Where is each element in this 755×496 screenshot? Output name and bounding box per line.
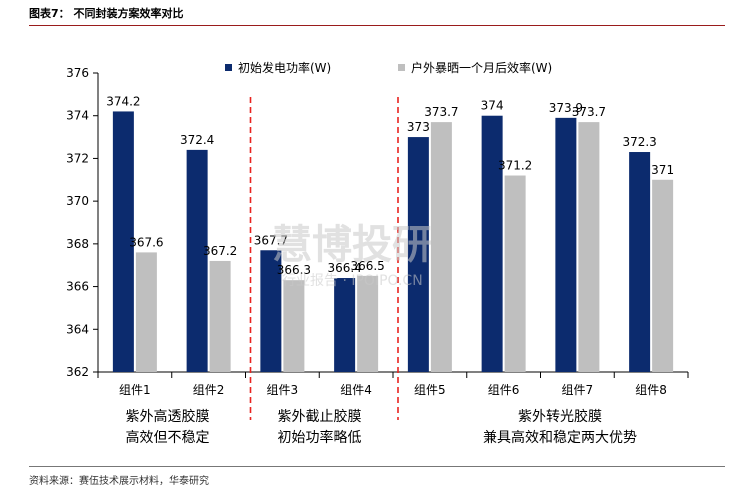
bar — [504, 175, 526, 372]
y-tick-label: 364 — [66, 322, 89, 336]
group-caption-line1: 紫外转光胶膜 — [518, 409, 602, 425]
y-tick-label: 362 — [66, 365, 89, 379]
legend-label: 户外暴晒一个月后效率(W) — [411, 60, 552, 75]
group-caption-line2: 兼具高效和稳定两大优势 — [483, 430, 637, 446]
bar — [186, 149, 208, 372]
legend-swatch — [225, 64, 232, 71]
legend-swatch — [398, 64, 405, 71]
data-label: 367.6 — [129, 235, 163, 249]
bar — [135, 252, 157, 372]
x-tick-label: 组件7 — [562, 383, 594, 397]
watermark-sub: 行业报告 · IPOIPO.CN — [282, 273, 423, 289]
x-tick-label: 组件1 — [119, 383, 151, 397]
group-caption-uv-transparent: 紫外高透胶膜 高效但不稳定 — [100, 407, 235, 449]
x-tick-label: 组件3 — [267, 383, 299, 397]
data-label: 371.2 — [498, 159, 532, 173]
source-note: 资料来源：赛伍技术展示材料，华泰研究 — [29, 476, 209, 487]
data-label: 366.5 — [350, 259, 384, 273]
bar — [652, 179, 674, 372]
bar — [578, 122, 600, 372]
bar — [407, 137, 429, 372]
group-caption-line1: 紫外高透胶膜 — [125, 409, 210, 425]
bar — [112, 111, 134, 372]
x-tick-label: 组件6 — [488, 383, 520, 397]
legend-label: 初始发电功率(W) — [238, 60, 331, 75]
data-label: 373.9 — [549, 101, 583, 115]
bar — [334, 278, 356, 372]
y-tick-label: 372 — [66, 151, 89, 165]
bar — [283, 280, 305, 372]
data-label: 366.4 — [327, 261, 361, 275]
bar — [555, 117, 577, 372]
data-label: 373.7 — [424, 105, 458, 119]
x-tick-label: 组件8 — [635, 383, 667, 397]
bar — [209, 260, 231, 372]
data-label: 373.7 — [572, 105, 606, 119]
group-caption-line2: 高效但不稳定 — [125, 430, 210, 446]
x-tick-label: 组件4 — [340, 383, 372, 397]
watermark-main: 慧博投研 — [272, 222, 432, 268]
bar — [481, 115, 503, 372]
y-tick-label: 374 — [66, 109, 89, 123]
bar — [430, 122, 452, 372]
page-title: 图表7： 不同封装方案效率对比 — [29, 7, 184, 20]
y-tick-label: 366 — [66, 280, 89, 294]
bottom-rule — [29, 466, 725, 467]
data-label: 374 — [481, 99, 504, 113]
bar-chart: 362 364 366 368 370 372 374 376 组件1 组件2 组件3 组件4 组件5 组… — [66, 60, 689, 420]
data-label: 374.2 — [106, 94, 140, 108]
group-caption-uv-cutoff: 紫外截止胶膜 初始功率略低 — [252, 407, 387, 449]
y-tick-label: 370 — [66, 194, 89, 208]
data-label: 372.4 — [180, 133, 214, 147]
data-label: 372.3 — [622, 135, 656, 149]
group-caption-uv-conversion: 紫外转光胶膜 兼具高效和稳定两大优势 — [425, 407, 695, 449]
x-tick-label: 组件5 — [414, 383, 446, 397]
data-label: 373 — [407, 120, 430, 134]
title-rule — [29, 25, 725, 26]
group-caption-line1: 紫外截止胶膜 — [277, 409, 362, 425]
data-label: 367.2 — [203, 244, 237, 258]
data-label: 366.3 — [277, 263, 311, 277]
y-tick-label: 368 — [66, 237, 89, 251]
bar — [629, 152, 651, 372]
data-label: 367.7 — [254, 233, 288, 247]
y-tick-label: 376 — [66, 66, 89, 80]
group-caption-line2: 初始功率略低 — [277, 430, 362, 446]
bar — [260, 250, 282, 372]
x-tick-label: 组件2 — [193, 383, 225, 397]
bar — [357, 275, 379, 372]
data-label: 371 — [651, 163, 674, 177]
